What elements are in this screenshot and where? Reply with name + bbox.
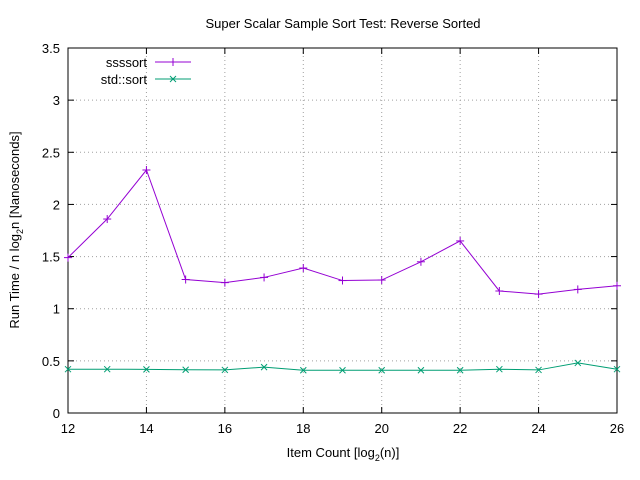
data-point-ssssort xyxy=(534,290,543,299)
y-axis-label-subscript: 2 xyxy=(15,229,25,234)
y-tick-label: 0.5 xyxy=(42,354,60,369)
data-point-std-sort xyxy=(417,366,425,374)
legend: ssssort std::sort xyxy=(101,55,191,87)
data-point-std-sort xyxy=(64,365,72,373)
data-point-std-sort xyxy=(574,359,582,367)
x-axis-label-prefix: Item Count [log xyxy=(287,445,375,460)
data-point-ssssort xyxy=(495,286,504,295)
data-point-ssssort xyxy=(299,264,308,273)
legend-marker-ssssort xyxy=(169,58,177,66)
data-point-ssssort xyxy=(377,276,386,285)
data-point-std-sort xyxy=(456,366,464,374)
data-point-ssssort xyxy=(260,273,269,282)
data-point-std-sort xyxy=(299,366,307,374)
data-point-std-sort xyxy=(103,365,111,373)
data-point-ssssort xyxy=(142,166,151,175)
data-point-std-sort xyxy=(496,365,503,373)
data-point-ssssort xyxy=(613,281,621,290)
plot-border xyxy=(67,47,618,414)
x-tick-labels: 12 14 16 18 20 22 24 26 xyxy=(61,421,624,436)
data-point-std-sort xyxy=(535,366,542,374)
series-ssssort xyxy=(64,166,621,299)
x-axis-label-subscript: 2 xyxy=(375,453,380,463)
data-point-std-sort xyxy=(339,366,346,374)
data-point-ssssort xyxy=(456,236,465,245)
x-axis-label: Item Count [log2(n)] xyxy=(287,445,400,463)
data-point-ssssort xyxy=(103,215,112,224)
data-point-ssssort xyxy=(416,257,425,266)
y-tick-label: 3.5 xyxy=(42,41,60,56)
data-point-std-sort xyxy=(378,366,386,374)
data-point-std-sort xyxy=(260,363,268,371)
legend-marker-std-sort xyxy=(169,75,177,83)
series-line-ssssort xyxy=(67,168,618,295)
y-axis-label-suffix: n [Nanoseconds] xyxy=(7,131,22,229)
y-tick-label: 3 xyxy=(53,93,60,108)
x-tick-label: 18 xyxy=(296,421,310,436)
chart-title: Super Scalar Sample Sort Test: Reverse S… xyxy=(205,16,480,31)
x-tick-label: 12 xyxy=(61,421,75,436)
data-point-ssssort xyxy=(181,275,190,284)
legend-label-std-sort: std::sort xyxy=(101,72,148,87)
x-tick-label: 22 xyxy=(453,421,467,436)
data-point-std-sort xyxy=(613,365,621,373)
data-point-ssssort xyxy=(573,285,582,294)
series-std-sort xyxy=(64,359,621,374)
x-tick-label: 16 xyxy=(218,421,232,436)
grid-lines xyxy=(68,48,617,413)
x-tick-label: 20 xyxy=(374,421,388,436)
y-tick-label: 2 xyxy=(53,197,60,212)
axis-ticks xyxy=(67,47,618,414)
y-tick-label: 2.5 xyxy=(42,145,60,160)
y-tick-labels: 0 0.5 1 1.5 2 2.5 3 3.5 xyxy=(42,41,60,421)
legend-item-std-sort: std::sort xyxy=(101,72,191,87)
x-tick-label: 24 xyxy=(531,421,545,436)
series-line-std-sort xyxy=(68,362,618,371)
data-point-std-sort xyxy=(143,366,150,373)
data-point-ssssort xyxy=(64,253,72,262)
legend-label-ssssort: ssssort xyxy=(106,55,148,70)
data-point-std-sort xyxy=(221,366,229,374)
y-tick-label: 1 xyxy=(53,302,60,317)
x-axis-label-suffix: (n)] xyxy=(380,445,400,460)
legend-item-ssssort: ssssort xyxy=(106,55,191,70)
data-point-ssssort xyxy=(338,276,347,285)
y-tick-label: 0 xyxy=(53,406,60,421)
data-point-std-sort xyxy=(182,366,189,374)
y-axis-label: Run Time / n log2n [Nanoseconds] xyxy=(7,131,25,328)
y-axis-label-prefix: Run Time / n log xyxy=(7,234,22,329)
y-tick-label: 1.5 xyxy=(42,250,60,265)
series-group xyxy=(64,166,621,374)
x-tick-label: 14 xyxy=(139,421,153,436)
data-point-ssssort xyxy=(220,278,229,287)
x-tick-label: 26 xyxy=(610,421,624,436)
